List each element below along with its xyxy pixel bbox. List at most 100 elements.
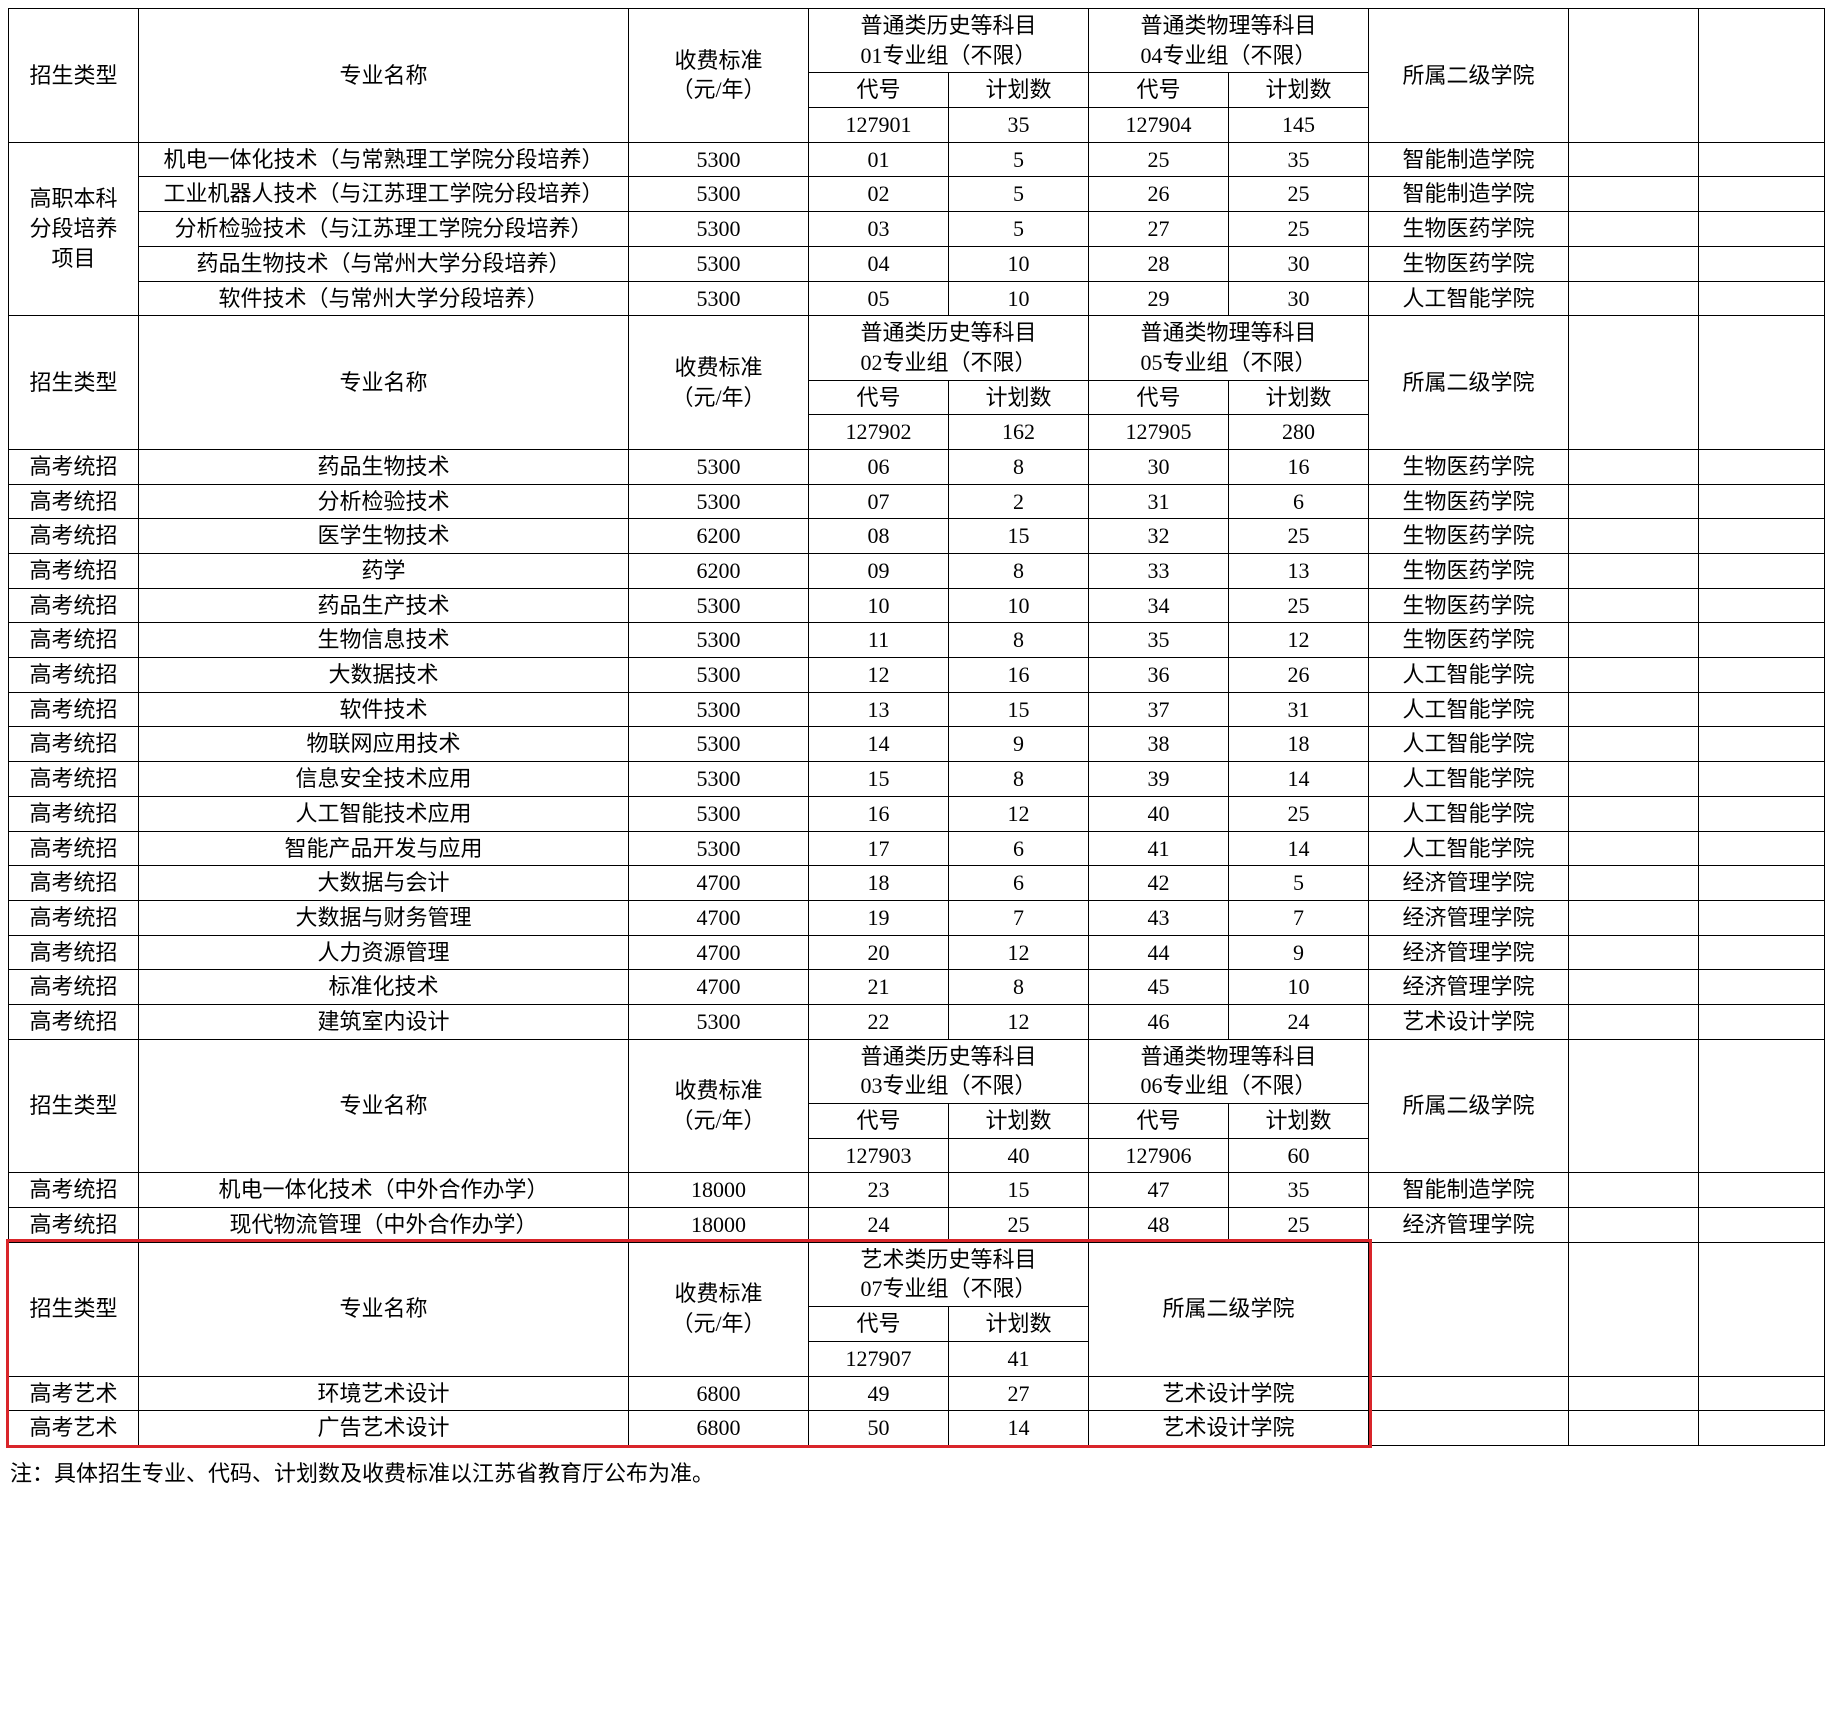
plan-cell: 31	[1229, 692, 1369, 727]
code-cell: 18	[809, 866, 949, 901]
plan-cell: 5	[1229, 866, 1369, 901]
type-cell: 高考统招	[9, 762, 139, 797]
code-cell: 34	[1089, 588, 1229, 623]
plan-cell: 12	[1229, 623, 1369, 658]
header-group-art: 艺术类历史等科目07专业组（不限）	[809, 1242, 1089, 1306]
fee-cell: 5300	[629, 658, 809, 693]
header-school: 所属二级学院	[1089, 1242, 1369, 1376]
code-cell: 46	[1089, 1004, 1229, 1039]
header-plan: 计划数	[1229, 1104, 1369, 1139]
code-cell: 17	[809, 831, 949, 866]
type-cell: 高考统招	[9, 1208, 139, 1243]
type-cell: 高考统招	[9, 519, 139, 554]
plan-cell: 25	[1229, 796, 1369, 831]
plan-cell: 35	[1229, 1173, 1369, 1208]
fee-cell: 5300	[629, 246, 809, 281]
header-plan: 计划数	[1229, 380, 1369, 415]
code-cell: 40	[1089, 796, 1229, 831]
group-plan: 40	[949, 1138, 1089, 1173]
major-cell: 药品生产技术	[139, 588, 629, 623]
school-cell: 人工智能学院	[1369, 727, 1569, 762]
header-major: 专业名称	[139, 316, 629, 450]
major-cell: 分析检验技术（与江苏理工学院分段培养）	[139, 212, 629, 247]
major-cell: 人力资源管理	[139, 935, 629, 970]
code-cell: 03	[809, 212, 949, 247]
fee-cell: 5300	[629, 177, 809, 212]
school-cell: 智能制造学院	[1369, 142, 1569, 177]
major-cell: 环境艺术设计	[139, 1376, 629, 1411]
plan-cell: 14	[1229, 762, 1369, 797]
fee-cell: 18000	[629, 1208, 809, 1243]
code-cell: 49	[809, 1376, 949, 1411]
plan-cell: 5	[949, 177, 1089, 212]
plan-cell: 15	[949, 692, 1089, 727]
code-cell: 48	[1089, 1208, 1229, 1243]
plan-cell: 10	[949, 246, 1089, 281]
code-cell: 24	[809, 1208, 949, 1243]
plan-cell: 9	[1229, 935, 1369, 970]
code-cell: 35	[1089, 623, 1229, 658]
fee-cell: 5300	[629, 449, 809, 484]
plan-cell: 8	[949, 762, 1089, 797]
group-code: 127901	[809, 108, 949, 143]
type-cell: 高职本科分段培养项目	[9, 142, 139, 315]
code-cell: 16	[809, 796, 949, 831]
fee-cell: 5300	[629, 484, 809, 519]
code-cell: 07	[809, 484, 949, 519]
code-cell: 36	[1089, 658, 1229, 693]
code-cell: 14	[809, 727, 949, 762]
major-cell: 分析检验技术	[139, 484, 629, 519]
code-cell: 21	[809, 970, 949, 1005]
header-type: 招生类型	[9, 1039, 139, 1173]
code-cell: 23	[809, 1173, 949, 1208]
group-code: 127902	[809, 415, 949, 450]
type-cell: 高考统招	[9, 900, 139, 935]
group-plan: 60	[1229, 1138, 1369, 1173]
school-cell: 人工智能学院	[1369, 658, 1569, 693]
plan-cell: 25	[1229, 1208, 1369, 1243]
type-cell: 高考统招	[9, 449, 139, 484]
code-cell: 29	[1089, 281, 1229, 316]
type-cell: 高考统招	[9, 623, 139, 658]
code-cell: 10	[809, 588, 949, 623]
code-cell: 26	[1089, 177, 1229, 212]
major-cell: 生物信息技术	[139, 623, 629, 658]
school-cell: 生物医药学院	[1369, 588, 1569, 623]
code-cell: 08	[809, 519, 949, 554]
type-cell: 高考统招	[9, 484, 139, 519]
school-cell: 经济管理学院	[1369, 900, 1569, 935]
plan-cell: 30	[1229, 281, 1369, 316]
code-cell: 47	[1089, 1173, 1229, 1208]
plan-cell: 24	[1229, 1004, 1369, 1039]
school-cell: 生物医药学院	[1369, 246, 1569, 281]
plan-cell: 15	[949, 519, 1089, 554]
plan-cell: 6	[949, 831, 1089, 866]
fee-cell: 6200	[629, 554, 809, 589]
fee-cell: 4700	[629, 866, 809, 901]
code-cell: 20	[809, 935, 949, 970]
group-plan: 41	[949, 1341, 1089, 1376]
plan-cell: 10	[1229, 970, 1369, 1005]
code-cell: 13	[809, 692, 949, 727]
major-cell: 软件技术	[139, 692, 629, 727]
header-group-a: 普通类历史等科目01专业组（不限）	[809, 9, 1089, 73]
plan-cell: 8	[949, 554, 1089, 589]
document-root: 招生类型专业名称收费标准（元/年）普通类历史等科目01专业组（不限）普通类物理等…	[8, 8, 1824, 1488]
header-code: 代号	[809, 73, 949, 108]
group-code: 127907	[809, 1341, 949, 1376]
header-school: 所属二级学院	[1369, 9, 1569, 143]
fee-cell: 5300	[629, 831, 809, 866]
group-plan: 35	[949, 108, 1089, 143]
plan-cell: 5	[949, 142, 1089, 177]
major-cell: 机电一体化技术（与常熟理工学院分段培养）	[139, 142, 629, 177]
header-code: 代号	[1089, 1104, 1229, 1139]
school-cell: 艺术设计学院	[1089, 1376, 1369, 1411]
code-cell: 31	[1089, 484, 1229, 519]
major-cell: 药学	[139, 554, 629, 589]
school-cell: 智能制造学院	[1369, 1173, 1569, 1208]
plan-cell: 6	[949, 866, 1089, 901]
header-group-a: 普通类历史等科目03专业组（不限）	[809, 1039, 1089, 1103]
school-cell: 生物医药学院	[1369, 623, 1569, 658]
school-cell: 人工智能学院	[1369, 796, 1569, 831]
type-cell: 高考统招	[9, 866, 139, 901]
